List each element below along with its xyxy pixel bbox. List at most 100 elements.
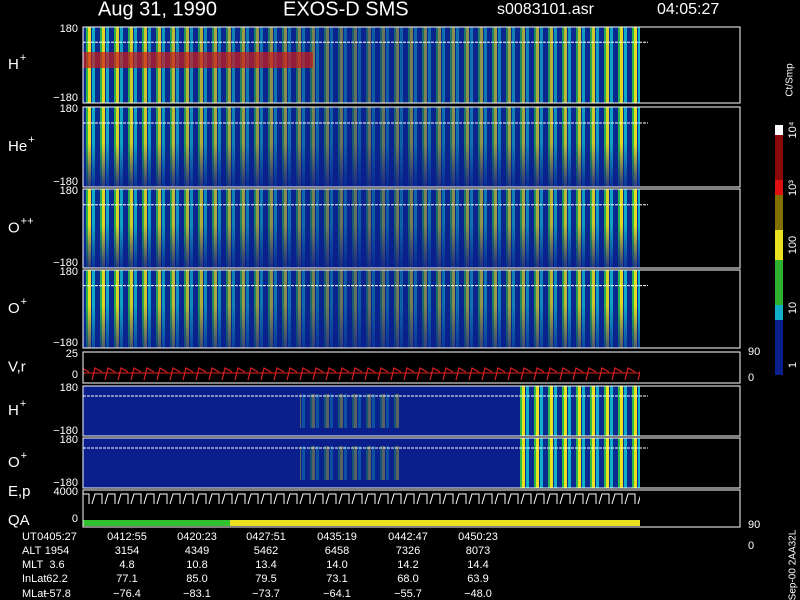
row-value: −57.8 (43, 588, 71, 600)
panel-label: H (8, 56, 19, 73)
row-value: 14.0 (326, 559, 347, 571)
y-tick-label: 180 (60, 103, 78, 115)
y2-tick-label: 0 (748, 372, 754, 384)
time: 04:05:27 (657, 1, 719, 18)
spectrogram (520, 386, 640, 436)
qa-bar (83, 520, 230, 526)
y-tick-label: 0 (72, 513, 78, 525)
row-value: 7326 (396, 545, 420, 557)
row-value: 79.5 (255, 573, 276, 585)
row-value: 63.9 (467, 573, 488, 585)
panel-label-sup: + (20, 52, 26, 64)
y2-tick-label: 90 (748, 519, 760, 531)
colorbar-label: 10 (787, 302, 799, 314)
row-value: −48.0 (464, 588, 492, 600)
row-value: 10.8 (186, 559, 207, 571)
row-value: 4.8 (119, 559, 134, 571)
spectrogram (520, 438, 640, 488)
row-label: UT (22, 531, 37, 543)
row-value: 4349 (185, 545, 209, 557)
y2-tick-label: 0 (748, 540, 754, 552)
panel-label-sup: ++ (21, 215, 34, 227)
row-value: 8073 (466, 545, 490, 557)
panel-frame (82, 269, 741, 349)
panel-frame (82, 351, 741, 384)
y-tick-label: −180 (53, 176, 78, 188)
row-value: 68.0 (397, 573, 418, 585)
row-value: −64.1 (323, 588, 351, 600)
panel-label: O (8, 300, 20, 317)
panel-label: V,r (8, 358, 26, 375)
y-tick-label: 180 (60, 266, 78, 278)
row-value: −76.4 (113, 588, 141, 600)
row-value: 5462 (254, 545, 278, 557)
panel-frame (82, 26, 741, 104)
spectrogram (300, 394, 400, 428)
qa-bar (230, 520, 640, 526)
y-tick-label: −180 (53, 337, 78, 349)
panel-label-sup: + (28, 134, 34, 146)
panel-frame (82, 489, 741, 528)
panel-frame (82, 188, 741, 269)
row-value: 14.4 (467, 559, 488, 571)
velocity-plot (83, 354, 640, 381)
y-tick-label: 180 (60, 434, 78, 446)
y-tick-label: 180 (60, 23, 78, 35)
row-value: 0427:51 (246, 531, 286, 543)
y-tick-label: 4000 (54, 486, 78, 498)
panel-label: E,p (8, 483, 31, 500)
panel-label-sup: + (21, 450, 27, 462)
row-label: MLat (22, 588, 46, 600)
panel-label-sup: + (21, 296, 27, 308)
file: s0083101.asr (497, 1, 595, 18)
spectrogram-shade (83, 189, 640, 268)
instrument: EXOS-D SMS (283, 0, 409, 20)
energy-plot (83, 490, 640, 518)
row-value: 0420:23 (177, 531, 217, 543)
row-value: 73.1 (326, 573, 347, 585)
spectrogram-shade (83, 107, 640, 187)
row-value: 1954 (45, 545, 69, 557)
row-value: 13.4 (255, 559, 276, 571)
panel-frame (82, 106, 741, 188)
panel-label: O (8, 454, 20, 471)
panel-label-sup: + (20, 398, 26, 410)
panel-label: QA (8, 512, 30, 529)
row-value: −73.7 (252, 588, 280, 600)
panel-frame (82, 437, 741, 489)
row-label: InLat (22, 573, 46, 585)
spectrogram-band (83, 52, 313, 68)
panel-label: O (8, 219, 20, 236)
colorbar-unit: Ct/Smp (785, 63, 796, 97)
row-value: 85.0 (186, 573, 207, 585)
spectrogram-shade (83, 270, 640, 348)
y-tick-label: −180 (53, 92, 78, 104)
colorbar-label: 10³ (787, 180, 799, 196)
row-value: 3.6 (49, 559, 64, 571)
row-label: MLT (22, 559, 43, 571)
y-tick-label: −180 (53, 257, 78, 269)
panel-frame (82, 385, 741, 437)
stamp: Sep-00 2AA32L (788, 529, 799, 600)
colorbar (775, 125, 783, 375)
y-tick-label: 180 (60, 382, 78, 394)
row-value: 62.2 (46, 573, 67, 585)
row-value: 0442:47 (388, 531, 428, 543)
row-value: 77.1 (116, 573, 137, 585)
colorbar-label: 100 (787, 236, 799, 254)
colorbar-label: 10⁴ (787, 121, 799, 138)
y2-tick-label: 90 (748, 346, 760, 358)
row-value: 0450:23 (458, 531, 498, 543)
y-tick-label: −180 (53, 477, 78, 489)
row-value: 0405:27 (37, 531, 77, 543)
y-tick-label: 25 (66, 348, 78, 360)
colorbar-label: 1 (787, 362, 799, 368)
row-label: ALT (22, 545, 42, 557)
date: Aug 31, 1990 (98, 0, 217, 20)
row-value: 14.2 (397, 559, 418, 571)
y-tick-label: 0 (72, 369, 78, 381)
spectrogram (300, 446, 400, 480)
row-value: 0435:19 (317, 531, 357, 543)
panel-label: H (8, 402, 19, 419)
